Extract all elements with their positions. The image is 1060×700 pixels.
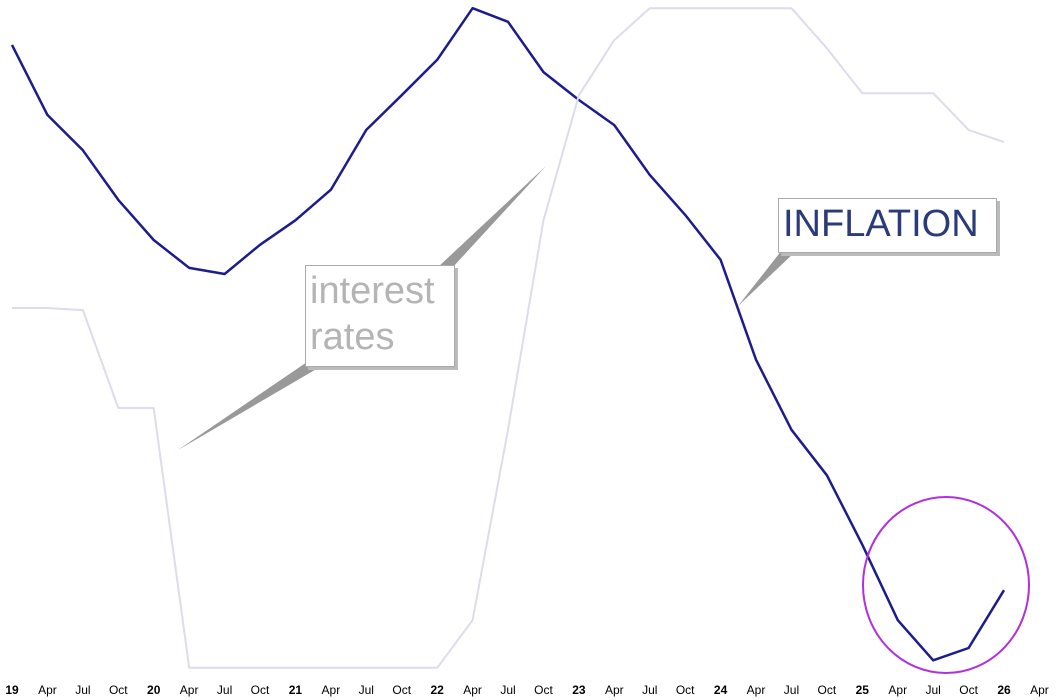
- x-tick-label: Apr: [747, 683, 766, 697]
- x-tick-label: Apr: [1030, 683, 1049, 697]
- series-line: [10, 6, 1006, 662]
- x-tick-label: 25: [856, 683, 870, 697]
- x-tick-label: Jul: [642, 683, 657, 697]
- x-tick-label: 26: [997, 683, 1011, 697]
- x-tick-label: Oct: [109, 683, 128, 697]
- x-tick-label: Jul: [500, 683, 515, 697]
- x-tick-label: Apr: [180, 683, 199, 697]
- x-tick-label: Oct: [251, 683, 270, 697]
- callout-interest: interest rates: [305, 265, 455, 367]
- callout-pointer: [437, 166, 546, 268]
- x-tick-label: Jul: [75, 683, 90, 697]
- x-tick-label: Apr: [888, 683, 907, 697]
- callout-pointer: [738, 250, 795, 306]
- highlight-circle: [862, 496, 1030, 674]
- series-line: [12, 7, 1005, 669]
- x-tick-label: Apr: [322, 683, 341, 697]
- x-tick-label: Oct: [676, 683, 695, 697]
- x-tick-label: Jul: [926, 683, 941, 697]
- x-tick-label: 19: [5, 683, 19, 697]
- x-tick-label: 20: [147, 683, 161, 697]
- x-tick-label: Oct: [959, 683, 978, 697]
- x-tick-label: Jul: [359, 683, 374, 697]
- x-tick-label: 24: [714, 683, 728, 697]
- callout-inflation: INFLATION: [778, 198, 997, 253]
- x-tick-label: Jul: [784, 683, 799, 697]
- x-tick-label: Apr: [463, 683, 482, 697]
- x-tick-label: Oct: [392, 683, 411, 697]
- x-tick-label: Jul: [217, 683, 232, 697]
- x-tick-label: 21: [289, 683, 303, 697]
- x-tick-label: Apr: [605, 683, 624, 697]
- x-tick-label: Oct: [534, 683, 553, 697]
- x-tick-label: Apr: [38, 683, 57, 697]
- x-tick-label: 23: [572, 683, 586, 697]
- x-tick-label: Oct: [818, 683, 837, 697]
- x-tick-label: 22: [430, 683, 444, 697]
- callout-pointer: [178, 360, 325, 450]
